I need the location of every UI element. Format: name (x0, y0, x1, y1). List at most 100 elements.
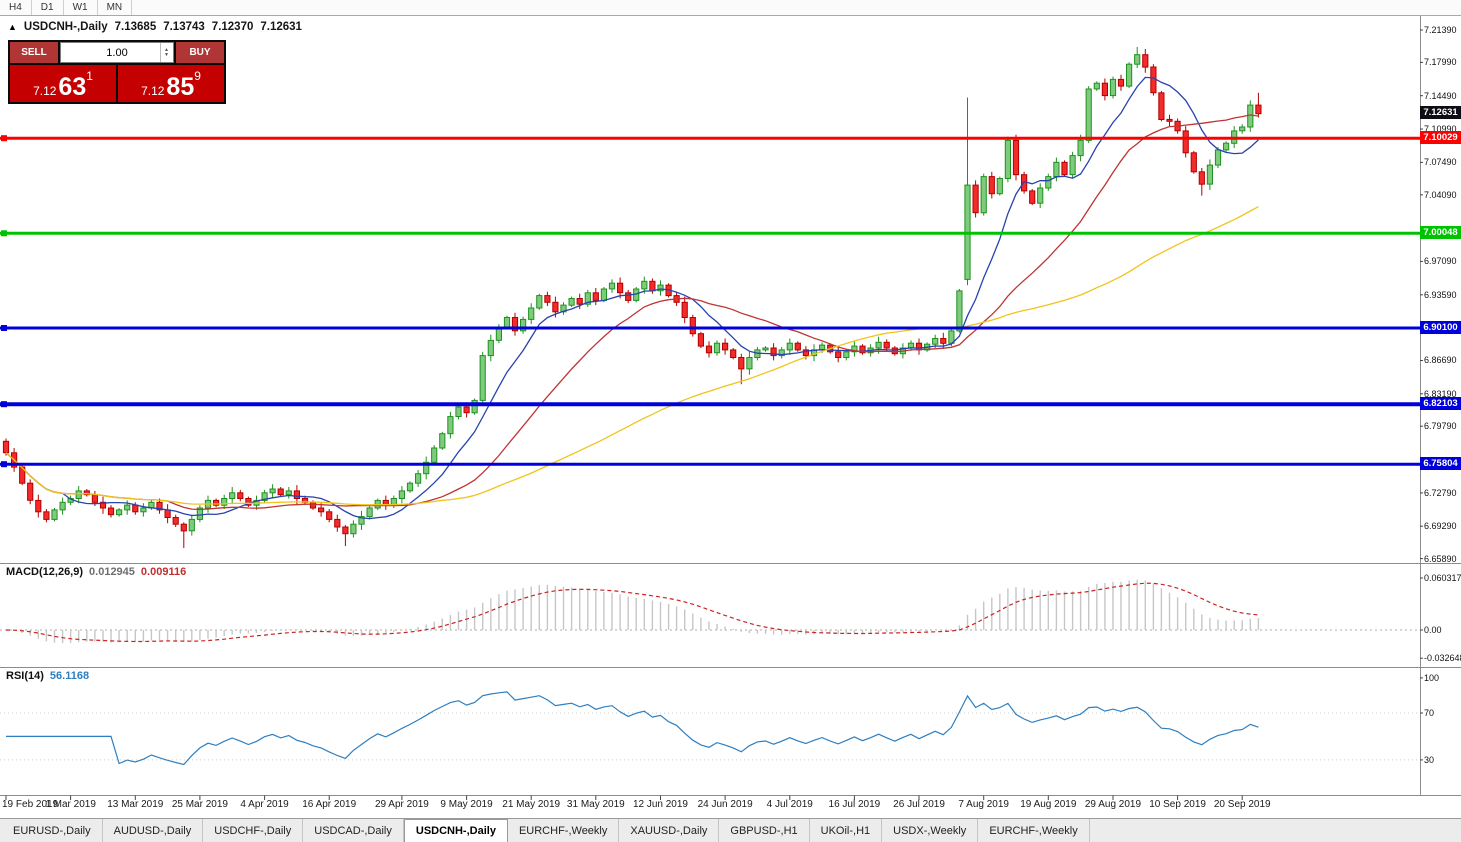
date-label: 21 May 2019 (502, 799, 561, 810)
date-label: 29 Aug 2019 (1084, 799, 1142, 810)
spinner-up-icon[interactable]: ▲ (164, 46, 169, 53)
volume-value[interactable]: 1.00 (106, 46, 128, 59)
price-line-tag[interactable]: 6.82103 (1420, 397, 1461, 410)
price-scale-label: 7.04090 (1424, 190, 1457, 200)
price-scale-label: 7.07490 (1424, 157, 1457, 167)
rsi-label: RSI(14) 56.1168 (6, 670, 89, 682)
current-price-tag: 7.12631 (1420, 106, 1461, 119)
rsi-line (0, 691, 1420, 766)
chart-tab-bar: EURUSD-,Daily AUDUSD-,Daily USDCHF-,Daily U… (0, 818, 1461, 842)
volume-input[interactable]: 1.00 ▲ ▼ (60, 42, 174, 63)
sell-price-sup: 1 (86, 69, 93, 83)
ohlc-open: 7.13685 (114, 21, 157, 33)
period-tab-d1[interactable]: D1 (32, 0, 64, 15)
sell-button[interactable]: SELL (10, 42, 58, 63)
chart-tab-usdchf-daily[interactable]: USDCHF-,Daily (203, 819, 304, 842)
moving-averages (5, 76, 1259, 520)
date-label: 12 Jun 2019 (632, 799, 688, 810)
price-scale-label: 7.17990 (1424, 57, 1457, 67)
rsi-scale-label: 100 (1424, 673, 1440, 683)
date-label: 25 Mar 2019 (171, 799, 228, 810)
chart-ohlc-header: ▲ USDCNH-,Daily 7.13685 7.13743 7.12370 … (8, 21, 302, 33)
chart-tab-audusd-daily[interactable]: AUDUSD-,Daily (103, 819, 204, 842)
date-label: 9 May 2019 (440, 799, 493, 810)
macd-histogram (0, 579, 1420, 643)
chart-tab-usdx-weekly[interactable]: USDX-,Weekly (882, 819, 979, 842)
collapse-arrow-icon[interactable]: ▲ (8, 21, 17, 32)
date-label: 20 Sep 2019 (1213, 799, 1271, 810)
price-scale-label: 6.93590 (1424, 290, 1457, 300)
date-label: 4 Apr 2019 (240, 799, 289, 810)
chart-tab-gbpusd-h1[interactable]: GBPUSD-,H1 (719, 819, 810, 842)
price-scale-label: 6.69290 (1424, 521, 1457, 531)
macd-scale-label: 0.00 (1424, 625, 1442, 635)
candles-layer (2, 47, 1262, 548)
macd-name: MACD(12,26,9) (6, 566, 84, 578)
buy-price-sup: 9 (194, 69, 201, 83)
date-label: 29 Apr 2019 (374, 799, 429, 810)
rsi-value: 56.1168 (49, 670, 90, 682)
sell-price-prefix: 7.12 (33, 84, 57, 98)
panel-dividers (0, 15, 1461, 796)
date-label: 1 Mar 2019 (45, 799, 96, 810)
price-line-tag[interactable]: 7.00048 (1420, 226, 1461, 239)
macd-label: MACD(12,26,9) 0.012945 0.009116 (6, 566, 186, 578)
date-label: 7 Aug 2019 (958, 799, 1009, 810)
macd-value-signal: 0.009116 (140, 566, 187, 578)
chart-tab-eurchf-weekly[interactable]: EURCHF-,Weekly (978, 819, 1090, 842)
sell-price-quote[interactable]: 7.12 63 1 (10, 65, 116, 102)
axis-ticks (5, 29, 1423, 800)
price-line-tag[interactable]: 6.75804 (1420, 457, 1461, 470)
macd-scale-label: -0.032648 (1424, 653, 1461, 663)
spinner-down-icon[interactable]: ▼ (164, 51, 169, 58)
date-label: 16 Apr 2019 (302, 799, 357, 810)
price-scale-label: 6.97090 (1424, 256, 1457, 266)
price-scale-label: 7.14490 (1424, 91, 1457, 101)
buy-button[interactable]: BUY (176, 42, 224, 63)
price-scale-label: 6.86690 (1424, 355, 1457, 365)
macd-value-main: 0.012945 (89, 566, 135, 578)
period-tab-h4[interactable]: H4 (0, 0, 32, 15)
chart-tab-usdcnh-daily[interactable]: USDCNH-,Daily (403, 819, 508, 842)
date-label: 19 Aug 2019 (1020, 799, 1077, 810)
date-label: 4 Jul 2019 (766, 799, 813, 810)
horizontal-level-lines[interactable] (0, 135, 1420, 468)
price-scale-label: 6.79790 (1424, 421, 1457, 431)
macd-scale-label: 0.060317 (1424, 573, 1461, 583)
chart-tab-usdcad-daily[interactable]: USDCAD-,Daily (303, 819, 404, 842)
ohlc-high: 7.13743 (163, 21, 205, 33)
price-scale-label: 6.72790 (1424, 488, 1457, 498)
buy-price-digits: 85 (166, 73, 195, 101)
symbol-title: USDCNH-,Daily (23, 21, 108, 33)
price-scale-label: 6.83190 (1424, 389, 1457, 399)
period-tab-mn[interactable]: MN (98, 0, 133, 15)
price-scale-label: 7.10990 (1424, 124, 1457, 134)
sell-price-digits: 63 (58, 73, 87, 101)
ohlc-close: 7.12631 (260, 21, 302, 33)
chart-tab-eurchf-weekly[interactable]: EURCHF-,Weekly (508, 819, 620, 842)
volume-spinner[interactable]: ▲ ▼ (160, 43, 172, 62)
buy-price-prefix: 7.12 (141, 84, 165, 98)
ohlc-low: 7.12370 (211, 21, 254, 33)
period-tab-w1[interactable]: W1 (64, 0, 98, 15)
chart-tab-xauusd-daily[interactable]: XAUUSD-,Daily (619, 819, 720, 842)
date-label: 26 Jul 2019 (893, 799, 945, 810)
price-line-tag[interactable]: 6.90100 (1420, 321, 1461, 334)
buy-price-quote[interactable]: 7.12 85 9 (118, 65, 224, 102)
date-label: 10 Sep 2019 (1149, 799, 1206, 810)
price-scale-label: 6.65890 (1424, 554, 1457, 564)
one-click-trading-panel: SELL 1.00 ▲ ▼ BUY 7.12 63 1 7.12 85 9 (8, 40, 226, 104)
chart-tab-eurusd-daily[interactable]: EURUSD-,Daily (2, 819, 103, 842)
date-label: 16 Jul 2019 (828, 799, 881, 810)
rsi-scale-label: 30 (1424, 755, 1435, 765)
date-label: 13 Mar 2019 (107, 799, 164, 810)
chart-tab-ukoil-h1[interactable]: UKOil-,H1 (810, 819, 883, 842)
date-label: 24 Jun 2019 (697, 799, 753, 810)
rsi-scale-label: 70 (1424, 708, 1435, 718)
price-scale-label: 7.21390 (1424, 25, 1457, 35)
period-tab-bar: H4 D1 W1 MN (0, 0, 1461, 16)
price-line-tag[interactable]: 7.10029 (1420, 131, 1461, 144)
date-label: 31 May 2019 (566, 799, 625, 810)
